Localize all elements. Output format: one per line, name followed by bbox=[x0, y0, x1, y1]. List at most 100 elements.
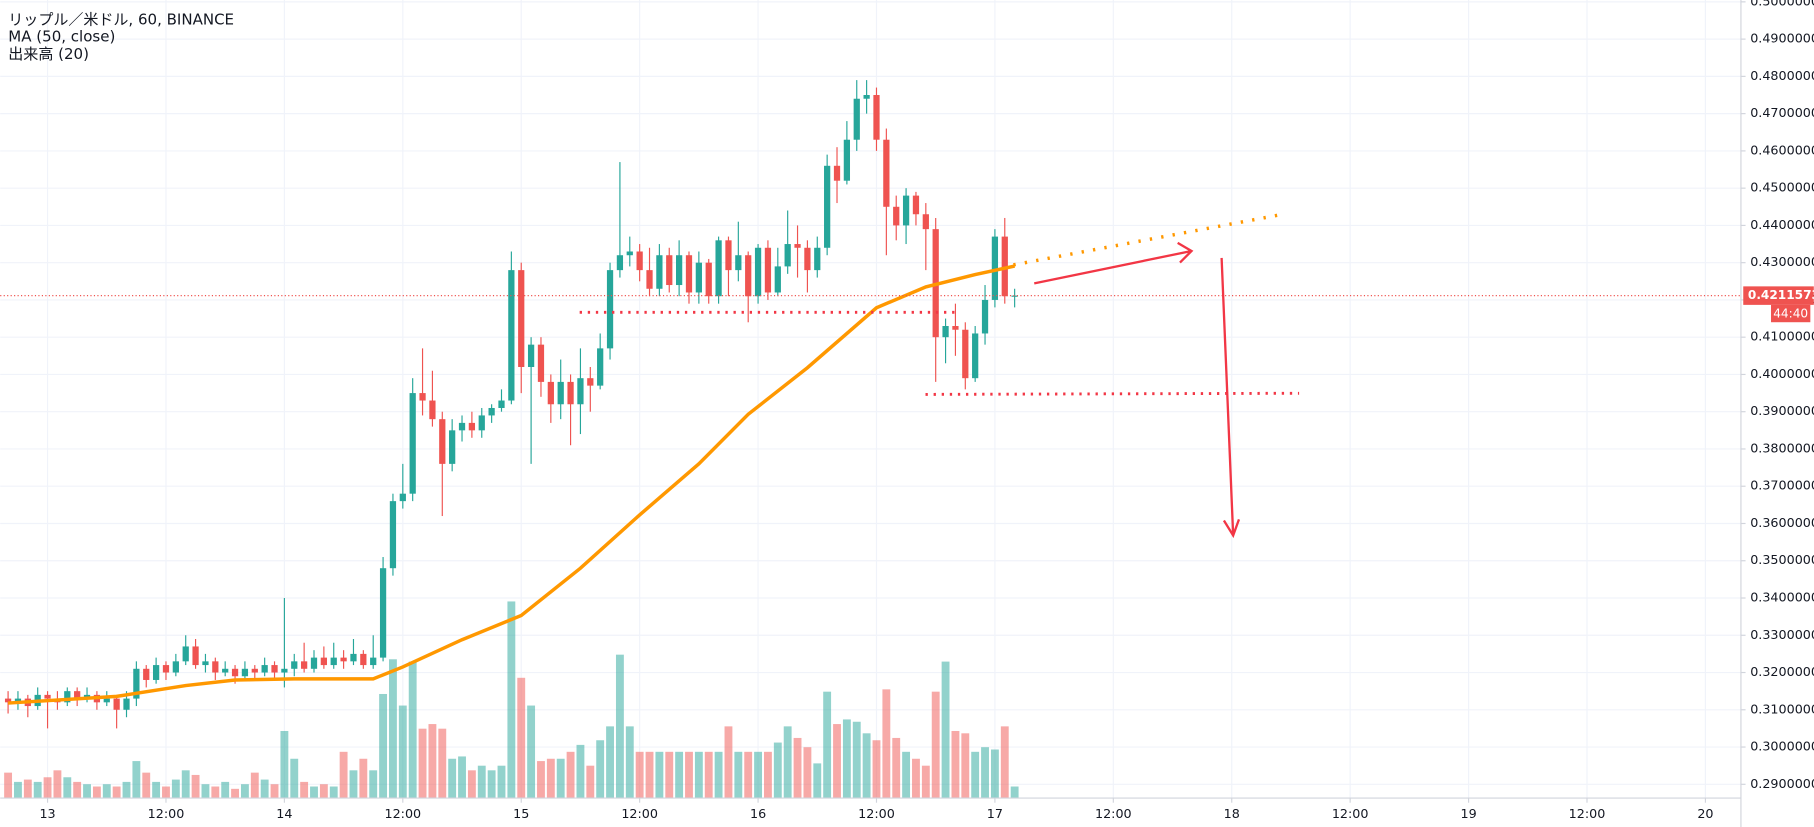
y-tick-label: 0.3400000 bbox=[1750, 590, 1814, 605]
x-tick-label: 12:00 bbox=[1332, 806, 1369, 821]
volume-bar bbox=[33, 781, 42, 799]
y-tick-label: 0.4700000 bbox=[1750, 105, 1814, 120]
candle-body bbox=[360, 653, 367, 666]
x-tick-label: 12:00 bbox=[858, 806, 895, 821]
volume-bar bbox=[211, 786, 220, 799]
candle-body bbox=[695, 262, 702, 293]
y-tick-label: 0.3800000 bbox=[1750, 440, 1814, 455]
volume-bar bbox=[813, 763, 822, 799]
volume-bar bbox=[931, 691, 940, 799]
candle-body bbox=[4, 698, 12, 703]
candle-body bbox=[468, 422, 476, 431]
candle-body bbox=[340, 657, 347, 662]
volume-layer bbox=[4, 601, 1019, 799]
candle-body bbox=[212, 661, 219, 673]
legend-ma: MA (50, close) bbox=[8, 28, 115, 46]
volume-bar bbox=[872, 740, 881, 799]
volume-bar bbox=[566, 751, 575, 799]
y-tick-label: 0.4300000 bbox=[1750, 254, 1814, 269]
volume-bar bbox=[221, 781, 230, 799]
volume-bar bbox=[645, 751, 654, 799]
volume-bar bbox=[191, 774, 200, 799]
y-tick-label: 0.4900000 bbox=[1750, 31, 1814, 46]
volume-bar bbox=[546, 758, 555, 799]
volume-bar bbox=[250, 772, 259, 799]
candle-body bbox=[814, 247, 821, 271]
volume-bar bbox=[655, 751, 664, 799]
volume-bar bbox=[507, 601, 516, 799]
volume-bar bbox=[734, 751, 743, 799]
candle-body bbox=[301, 661, 308, 669]
candle-body bbox=[429, 400, 436, 420]
volume-bar bbox=[793, 737, 802, 799]
arrow bbox=[1220, 257, 1241, 539]
volume-bar bbox=[892, 737, 901, 799]
volume-bar bbox=[477, 765, 486, 799]
y-tick-label: 0.4400000 bbox=[1750, 217, 1814, 232]
candle-body bbox=[133, 668, 140, 699]
drawings bbox=[579, 213, 1300, 539]
candle-body bbox=[518, 270, 525, 367]
candle-body bbox=[912, 195, 920, 215]
x-tick-label: 12:00 bbox=[384, 806, 421, 821]
volume-bar bbox=[852, 721, 861, 799]
volume-bar bbox=[497, 765, 506, 799]
candle-body bbox=[44, 694, 51, 699]
candle-body bbox=[824, 165, 831, 248]
volume-bar bbox=[754, 751, 763, 799]
candle-body bbox=[281, 668, 288, 673]
volume-bar bbox=[941, 661, 950, 799]
overlay-layer bbox=[0, 264, 1741, 705]
candle-body bbox=[626, 251, 633, 256]
volume-bar bbox=[951, 730, 960, 799]
volume-bar bbox=[912, 758, 920, 799]
candle-body bbox=[419, 393, 426, 401]
volume-bar bbox=[685, 751, 693, 799]
x-tick-label: 12:00 bbox=[148, 806, 185, 821]
volume-bar bbox=[517, 677, 526, 799]
volume-bar bbox=[527, 705, 536, 799]
volume-bar bbox=[181, 770, 190, 799]
last-price-box bbox=[1743, 286, 1814, 305]
x-tick-label: 16 bbox=[750, 806, 766, 821]
y-tick-label: 0.3500000 bbox=[1750, 552, 1814, 567]
candle-body bbox=[962, 329, 969, 379]
candle-body bbox=[1011, 295, 1018, 297]
candle-body bbox=[449, 430, 456, 464]
candle-body bbox=[192, 646, 199, 666]
candle-body bbox=[488, 407, 495, 416]
volume-bar bbox=[971, 751, 980, 799]
y-tick-label: 0.4800000 bbox=[1750, 68, 1814, 83]
volume-bar bbox=[201, 784, 210, 799]
volume-bar bbox=[152, 781, 161, 799]
candle-body bbox=[202, 661, 209, 666]
candle-body bbox=[656, 255, 663, 289]
candle-body bbox=[74, 691, 81, 699]
x-tick-label: 20 bbox=[1697, 806, 1713, 821]
volume-bar bbox=[773, 742, 782, 799]
volume-bar bbox=[92, 786, 101, 799]
volume-bar bbox=[14, 781, 22, 799]
candle-body bbox=[478, 415, 485, 431]
y-tick-label: 0.5000000 bbox=[1750, 0, 1814, 8]
volume-bar bbox=[53, 770, 62, 799]
candle-body bbox=[675, 255, 683, 286]
candle-body bbox=[231, 668, 239, 677]
y-tick-label: 0.3700000 bbox=[1750, 478, 1814, 493]
volume-bar bbox=[379, 693, 388, 799]
grid bbox=[0, 0, 1741, 799]
candle-body bbox=[537, 344, 545, 382]
candle-body bbox=[863, 95, 870, 99]
volume-bar bbox=[981, 747, 989, 799]
candle-body bbox=[64, 691, 71, 703]
candle-body bbox=[991, 236, 999, 300]
volume-bar bbox=[1000, 726, 1009, 799]
volume-bar bbox=[467, 770, 476, 799]
volume-bar bbox=[240, 784, 249, 799]
candle-body bbox=[399, 493, 406, 502]
candle-body bbox=[597, 348, 604, 386]
volume-bar bbox=[102, 784, 111, 799]
x-tick-label: 15 bbox=[513, 806, 529, 821]
candle-body bbox=[261, 665, 268, 673]
